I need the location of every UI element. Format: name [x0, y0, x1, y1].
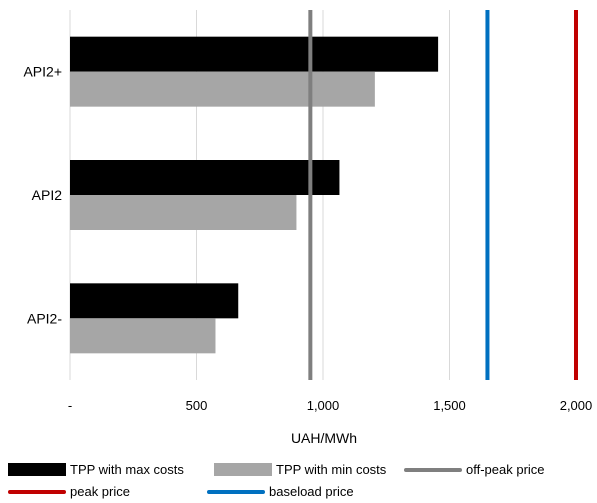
bar-max-1 [70, 160, 340, 195]
x-tick-labels: - 500 1,000 1,500 2,000 [68, 398, 592, 413]
x-axis-label: UAH/MWh [291, 430, 357, 446]
bar-min-2 [70, 318, 216, 354]
bar-min-1 [70, 195, 297, 230]
legend-swatch [404, 467, 462, 472]
reference-lines [308, 10, 578, 380]
legend-swatch [207, 489, 265, 494]
chart: - 500 1,000 1,500 2,000 API2+ API2 API2- UAH/M… [23, 10, 592, 446]
category-labels: API2+ API2 API2- [23, 64, 62, 327]
legend-label: TPP with min costs [276, 462, 387, 477]
x-tick-label-2: 1,000 [307, 398, 340, 413]
legend-label: baseload price [269, 484, 354, 499]
legend-label: off-peak price [466, 462, 545, 477]
bars [70, 36, 439, 354]
bar-min-0 [70, 71, 375, 107]
x-tick-label-4: 2,000 [560, 398, 593, 413]
bar-max-2 [70, 283, 239, 319]
category-label-1: API2 [32, 187, 63, 203]
legend-label: TPP with max costs [70, 462, 184, 477]
legend-swatch [8, 463, 66, 476]
legend-item-min-costs: TPP with min costs [214, 462, 386, 477]
legend-swatch [8, 489, 66, 494]
bar-max-0 [70, 36, 439, 72]
category-label-0: API2+ [23, 64, 62, 80]
legend-item-baseload: baseload price [207, 484, 354, 499]
category-label-2: API2- [27, 310, 62, 326]
legend-item-max-costs: TPP with max costs [8, 462, 184, 477]
x-tick-label-1: 500 [186, 398, 208, 413]
legend-swatch [214, 463, 272, 476]
x-tick-label-3: 1,500 [433, 398, 466, 413]
x-tick-label-0: - [68, 398, 72, 413]
legend: TPP with max costs TPP with min costs off-… [0, 462, 597, 503]
legend-item-peak: peak price [8, 484, 130, 499]
legend-label: peak price [70, 484, 130, 499]
legend-item-off-peak: off-peak price [404, 462, 545, 477]
